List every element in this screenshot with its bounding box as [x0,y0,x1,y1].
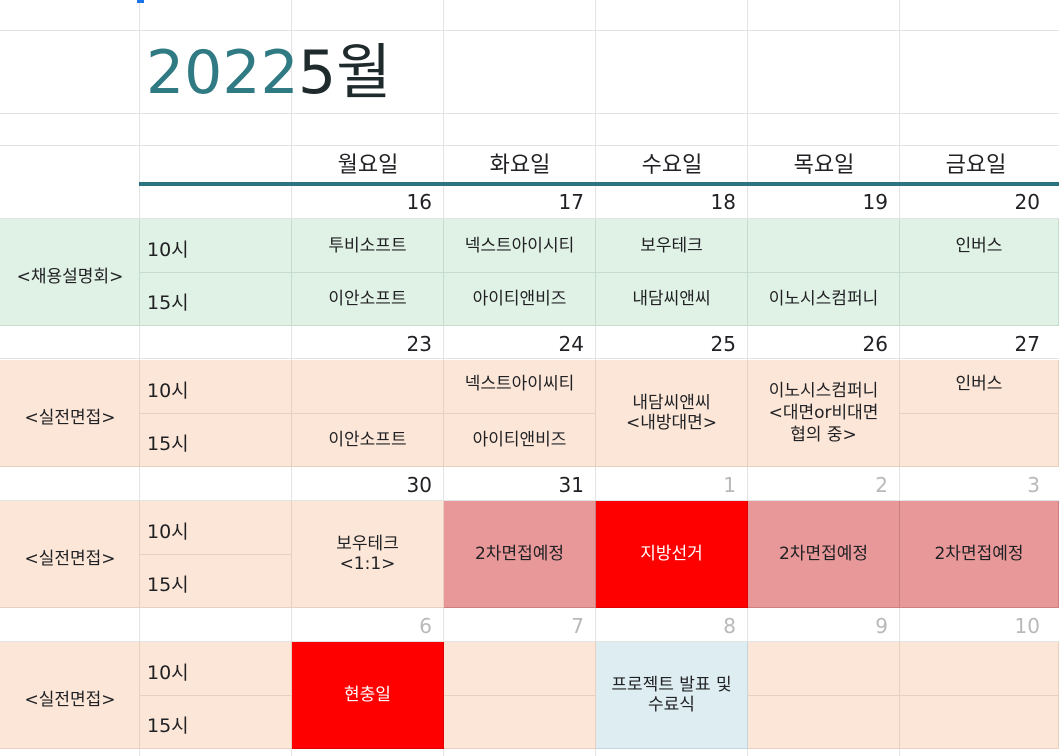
time-cell[interactable] [140,219,292,273]
date-number: 23 [406,332,432,356]
time-cell[interactable] [140,696,292,749]
date-number: 9 [875,614,888,638]
date-number: 10 [1014,614,1040,638]
date-number: 30 [406,473,432,497]
slot-cell[interactable] [748,642,900,696]
row-divider [0,358,1059,359]
time-cell[interactable] [140,360,292,414]
slot-cell[interactable] [900,414,1059,467]
header-rule [139,182,1059,186]
time-cell[interactable] [140,414,292,467]
date-number: 20 [1014,190,1040,214]
slot-cell-merged[interactable]: 2차면접예정 [444,501,596,608]
date-number: 31 [558,473,584,497]
slot-cell[interactable] [900,642,1059,696]
weekday-header: 금요일 [945,153,1007,178]
group-cell[interactable] [0,642,140,749]
slot-cell[interactable]: 이안소프트 [292,414,444,467]
time-label: 15시 [147,292,189,314]
holiday-cell[interactable]: 현충일 [292,642,444,749]
row-divider [0,113,1059,114]
selection-handle[interactable] [137,0,144,3]
date-number: 18 [710,190,736,214]
group-cell[interactable] [0,219,140,326]
slot-cell-merged[interactable]: 2차면접예정 [900,501,1059,608]
slot-cell[interactable] [748,696,900,749]
date-number: 1 [723,473,736,497]
time-label: 15시 [147,715,189,737]
slot-cell[interactable]: 내담씨앤씨 [596,273,748,326]
row-divider [0,30,1059,31]
slot-cell[interactable]: 이안소프트 [292,273,444,326]
slot-cell[interactable]: 인버스 [900,360,1059,414]
date-number: 7 [571,614,584,638]
slot-cell-merged[interactable]: 2차면접예정 [748,501,900,608]
date-number: 19 [862,190,888,214]
slot-cell-merged[interactable]: 보우테크 <1:1> [292,501,444,608]
group-label: <실전면접> [24,408,116,428]
slot-cell-merged[interactable]: 이노시스컴퍼니 <대면or비대면 협의 중> [748,360,900,467]
time-label: 10시 [147,521,189,543]
slot-cell[interactable]: 이노시스컴퍼니 [748,273,900,326]
time-cell[interactable] [140,555,292,608]
group-label: <실전면접> [24,549,116,569]
slot-cell[interactable]: 보우테크 [596,219,748,273]
row-divider [0,500,1059,501]
group-cell[interactable] [0,501,140,608]
weekday-header: 화요일 [489,153,551,178]
time-label: 10시 [147,380,189,402]
time-label: 10시 [147,662,189,684]
time-label: 10시 [147,239,189,261]
date-number: 17 [558,190,584,214]
weekday-header: 월요일 [337,153,399,178]
slot-cell[interactable]: 넥스트아이시티 [444,219,596,273]
date-number: 2 [875,473,888,497]
date-number: 25 [710,332,736,356]
weekday-header: 목요일 [793,153,855,178]
slot-cell[interactable] [900,696,1059,749]
title-month: 5월 [298,38,392,108]
slot-cell[interactable]: 넥스트아이씨티 [444,360,596,414]
row-divider [0,218,1059,219]
weekday-header: 수요일 [641,153,703,178]
slot-cell-merged[interactable]: 프로젝트 발표 및 수료식 [596,642,748,749]
time-cell[interactable] [140,501,292,555]
date-number: 24 [558,332,584,356]
time-label: 15시 [147,433,189,455]
title-year: 2022 [146,38,299,108]
slot-cell-merged[interactable]: 내담씨앤씨 <내방대면> [596,360,748,467]
slot-cell[interactable] [748,219,900,273]
time-label: 15시 [147,574,189,596]
slot-cell[interactable] [292,360,444,414]
date-number: 3 [1027,473,1040,497]
row-divider [0,145,1059,146]
date-number: 6 [419,614,432,638]
date-number: 26 [862,332,888,356]
slot-cell[interactable] [444,696,596,749]
slot-cell[interactable]: 투비소프트 [292,219,444,273]
group-cell[interactable] [0,360,140,467]
slot-cell[interactable]: 아이티앤비즈 [444,414,596,467]
group-label: <채용설명회> [16,267,124,287]
time-cell[interactable] [140,273,292,326]
time-cell[interactable] [140,642,292,696]
group-label: <실전면접> [24,690,116,710]
date-number: 16 [406,190,432,214]
date-number: 8 [723,614,736,638]
slot-cell[interactable] [900,273,1059,326]
slot-cell[interactable]: 아이티앤비즈 [444,273,596,326]
date-number: 27 [1014,332,1040,356]
slot-cell[interactable] [444,642,596,696]
holiday-cell[interactable]: 지방선거 [596,501,748,608]
row-divider [0,641,1059,642]
slot-cell[interactable]: 인버스 [900,219,1059,273]
